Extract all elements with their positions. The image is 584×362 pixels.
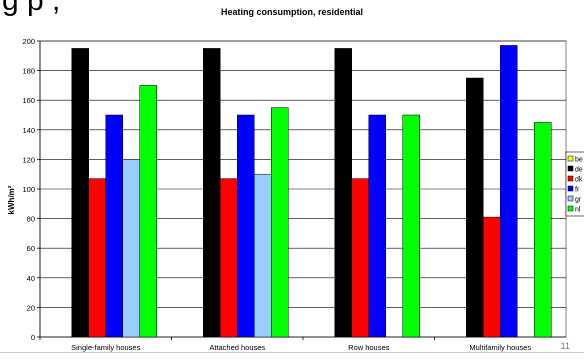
x-tick-label: Attached houses xyxy=(209,343,265,352)
bar-de-4 xyxy=(466,77,484,338)
y-tick-label: 40 xyxy=(27,274,35,283)
legend-swatch-de xyxy=(567,165,574,172)
bar-de-1 xyxy=(71,48,89,338)
bar-de-3 xyxy=(334,48,352,338)
bar-dk-3 xyxy=(351,178,369,338)
bar-fr-3 xyxy=(368,114,386,338)
bar-fr-2 xyxy=(237,114,255,338)
bar-fr-1 xyxy=(105,114,123,338)
y-axis-label: kWh/m² xyxy=(7,185,16,214)
legend-swatch-dk xyxy=(567,175,574,182)
bar-nl-4 xyxy=(534,122,552,338)
bar-dk-1 xyxy=(88,178,106,338)
y-tick-label: 160 xyxy=(22,96,35,105)
legend-label-nl: nl xyxy=(575,207,581,214)
x-tick-label: Multifamily houses xyxy=(469,343,531,352)
y-tick-label: 200 xyxy=(22,37,35,46)
legend-label-dk: dk xyxy=(575,177,583,184)
chart-title: Heating consumption, residential xyxy=(221,7,363,17)
legend-swatch-nl xyxy=(567,205,574,212)
y-tick-label: 80 xyxy=(27,215,35,224)
legend-swatch-be xyxy=(567,155,574,162)
x-tick-label: Row houses xyxy=(348,343,390,352)
y-tick-label: 120 xyxy=(22,155,35,164)
bar-gr-1 xyxy=(122,159,140,338)
slide-number: 11 xyxy=(560,341,570,351)
bar-de-2 xyxy=(203,48,221,338)
y-tick-label: 0 xyxy=(31,333,35,342)
bar-gr-2 xyxy=(254,173,272,338)
legend-label-de: de xyxy=(575,167,583,174)
legend-label-fr: fr xyxy=(575,187,580,194)
legend-swatch-gr xyxy=(567,195,574,202)
slide-title: g p , xyxy=(0,0,584,16)
y-tick-label: 140 xyxy=(22,126,35,135)
y-tick-label: 100 xyxy=(22,185,35,194)
bar-dk-4 xyxy=(483,216,501,338)
bar-nl-3 xyxy=(402,114,420,338)
legend-label-be: be xyxy=(575,157,583,164)
bar-nl-1 xyxy=(139,85,157,338)
bar-nl-2 xyxy=(271,107,289,338)
bar-dk-2 xyxy=(220,178,238,338)
y-tick-label: 20 xyxy=(27,303,35,312)
y-tick-label: 60 xyxy=(27,244,35,253)
legend-label-gr: gr xyxy=(575,197,582,204)
bar-fr-4 xyxy=(500,45,518,338)
slide-footer-line xyxy=(0,352,584,353)
legend-swatch-fr xyxy=(567,185,574,192)
legend: be de dk fr gr nl xyxy=(565,151,584,217)
y-tick-label: 180 xyxy=(22,67,35,76)
x-tick-label: Single-family houses xyxy=(71,343,140,352)
